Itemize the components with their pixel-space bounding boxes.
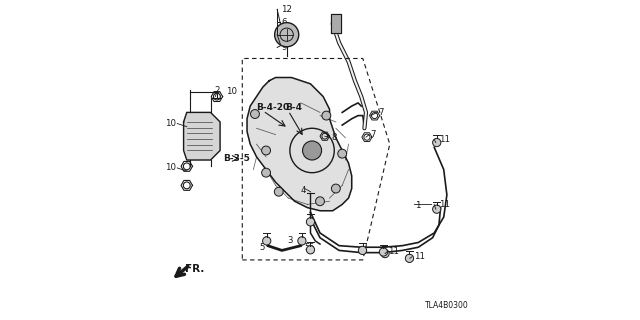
Text: 7: 7 — [371, 130, 376, 139]
Text: B-4: B-4 — [285, 103, 302, 112]
Text: 6: 6 — [282, 18, 287, 27]
Circle shape — [303, 141, 321, 160]
Circle shape — [338, 149, 347, 158]
Text: 9: 9 — [282, 43, 287, 52]
Text: TLA4B0300: TLA4B0300 — [426, 301, 469, 310]
Text: 5: 5 — [308, 217, 314, 226]
Circle shape — [262, 146, 271, 155]
Circle shape — [250, 109, 259, 118]
Text: 10: 10 — [227, 87, 237, 96]
Circle shape — [358, 246, 367, 254]
Polygon shape — [247, 77, 352, 211]
Circle shape — [381, 250, 389, 258]
Text: 5: 5 — [308, 243, 314, 252]
Text: 7: 7 — [379, 108, 384, 117]
Text: FR.: FR. — [185, 264, 205, 275]
Circle shape — [332, 184, 340, 193]
Circle shape — [298, 237, 306, 245]
Text: 11: 11 — [388, 247, 399, 257]
Text: B-3-5: B-3-5 — [223, 154, 250, 163]
Circle shape — [405, 254, 413, 262]
Circle shape — [433, 205, 441, 213]
Circle shape — [307, 218, 315, 226]
Text: B-4-20: B-4-20 — [257, 103, 290, 112]
Circle shape — [322, 111, 331, 120]
Circle shape — [433, 139, 441, 147]
Text: 4: 4 — [300, 186, 306, 195]
Circle shape — [262, 237, 271, 245]
Polygon shape — [331, 14, 340, 33]
Text: 10: 10 — [164, 119, 175, 128]
Text: 11: 11 — [439, 200, 450, 209]
Text: 5: 5 — [304, 243, 310, 252]
Text: 10: 10 — [164, 164, 175, 172]
Text: 1: 1 — [415, 202, 420, 211]
Text: 3: 3 — [287, 236, 292, 245]
Text: 12: 12 — [282, 5, 292, 14]
Text: 8: 8 — [331, 133, 337, 142]
Circle shape — [316, 197, 324, 206]
Text: 11: 11 — [413, 252, 424, 261]
Circle shape — [262, 168, 271, 177]
Circle shape — [380, 248, 388, 256]
Text: 5: 5 — [259, 243, 264, 252]
Circle shape — [275, 187, 284, 196]
Polygon shape — [184, 112, 220, 160]
Text: 11: 11 — [439, 135, 450, 144]
Text: 2: 2 — [214, 86, 220, 95]
Circle shape — [307, 246, 315, 254]
Circle shape — [275, 23, 299, 47]
